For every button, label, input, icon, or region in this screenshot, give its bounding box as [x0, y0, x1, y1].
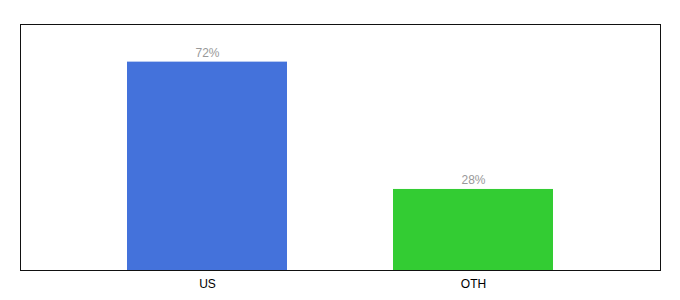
svg-text:US: US [199, 277, 216, 291]
svg-text:72%: 72% [195, 46, 219, 60]
svg-text:OTH: OTH [461, 277, 486, 291]
svg-text:28%: 28% [461, 173, 485, 187]
